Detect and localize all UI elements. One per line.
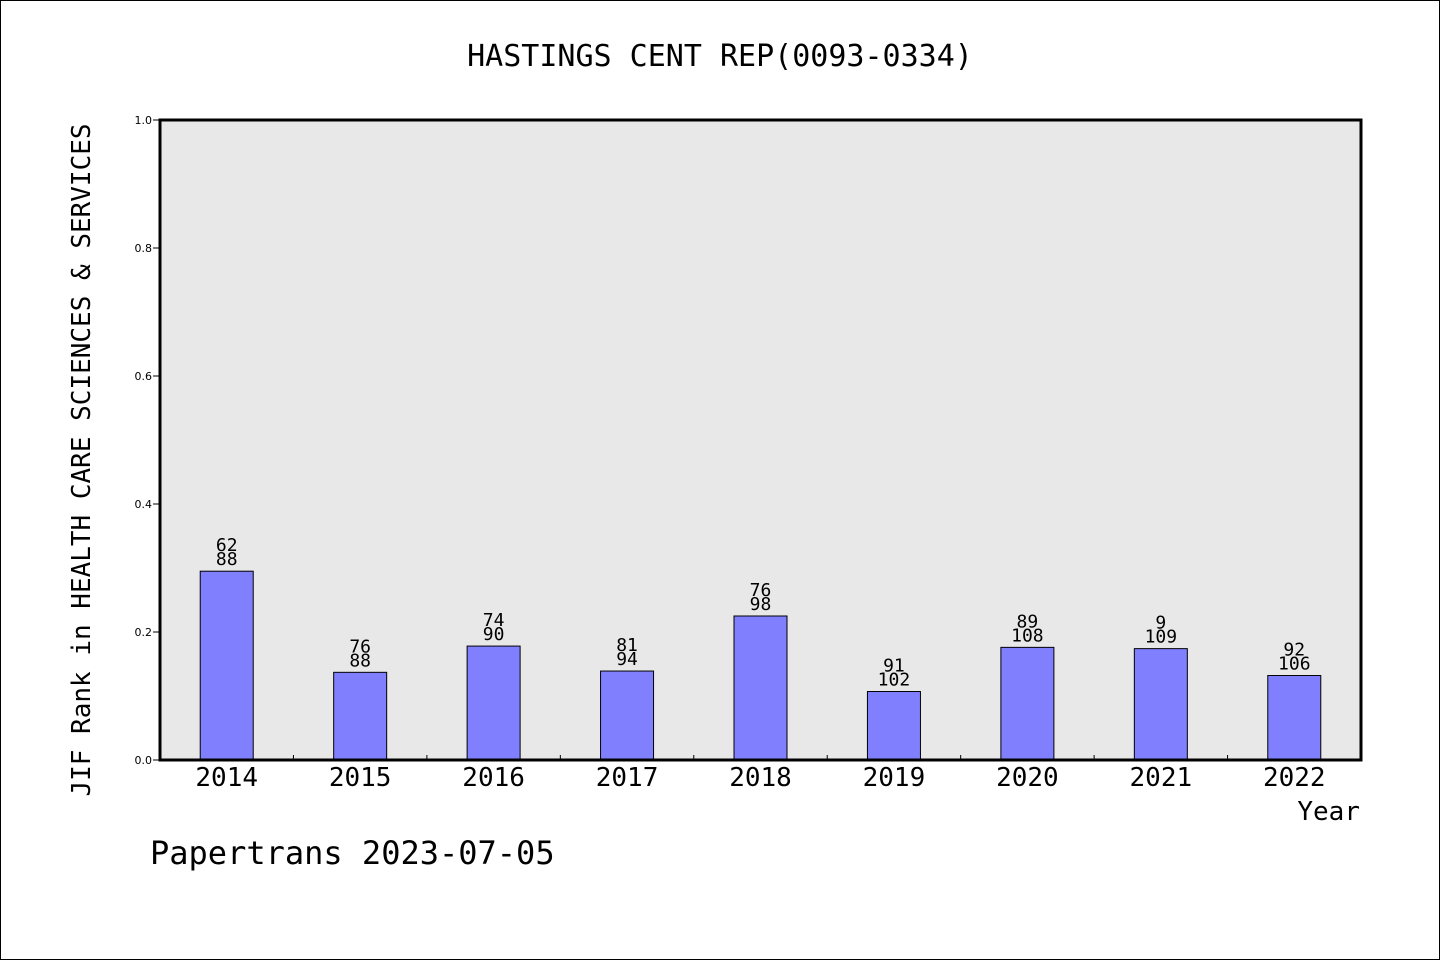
bar-rank-label: 92 bbox=[1283, 640, 1305, 661]
bar-rank-label: 76 bbox=[349, 636, 371, 657]
bar-rank-label: 9 bbox=[1155, 613, 1166, 634]
x-tick-label: 2019 bbox=[863, 763, 926, 793]
bar-total-label: 106 bbox=[1278, 654, 1311, 675]
bar-2018 bbox=[733, 615, 788, 761]
bar-total-label: 94 bbox=[616, 649, 638, 670]
bar-total-label: 98 bbox=[750, 594, 772, 615]
bar-2014 bbox=[199, 570, 254, 761]
bar-total-label: 88 bbox=[349, 650, 371, 671]
bar-rank-label: 74 bbox=[483, 610, 505, 631]
bar-rank-label: 89 bbox=[1017, 611, 1039, 632]
y-axis-ticks: 0.0 0.2 0.4 0.6 0.8 1.0 bbox=[135, 114, 160, 767]
bar-2016 bbox=[466, 645, 521, 761]
bar-total-label: 90 bbox=[483, 624, 505, 645]
bar-rank-label: 76 bbox=[750, 580, 772, 601]
bar-rank-label: 81 bbox=[616, 635, 638, 656]
bar-total-label: 88 bbox=[216, 549, 238, 570]
y-tick-label: 0.0 bbox=[135, 754, 153, 767]
y-tick-label: 1.0 bbox=[135, 114, 153, 127]
y-axis-label: JIF Rank in HEALTH CARE SCIENCES & SERVI… bbox=[67, 123, 97, 796]
y-tick-label: 0.4 bbox=[135, 498, 153, 511]
x-axis-ticks: 2014 2015 2016 2017 2018 2019 2020 2021 2022 bbox=[195, 755, 1326, 793]
bar-2020 bbox=[1000, 646, 1055, 761]
bar-rank-label: 62 bbox=[216, 535, 238, 556]
bar-total-label: 102 bbox=[878, 670, 911, 691]
x-tick-label: 2018 bbox=[729, 763, 792, 793]
x-tick-label: 2016 bbox=[462, 763, 525, 793]
bar-2022 bbox=[1267, 675, 1322, 761]
bars bbox=[199, 570, 1322, 761]
bar-2017 bbox=[600, 670, 655, 761]
bar-total-label: 108 bbox=[1011, 625, 1044, 646]
x-tick-label: 2021 bbox=[1130, 763, 1193, 793]
bar-total-label: 109 bbox=[1145, 627, 1178, 648]
x-axis-label: Year bbox=[1297, 797, 1360, 827]
chart-title: HASTINGS CENT REP(0093-0334) bbox=[467, 39, 973, 74]
x-tick-label: 2015 bbox=[329, 763, 392, 793]
x-tick-label: 2014 bbox=[195, 763, 258, 793]
y-tick-label: 0.2 bbox=[135, 626, 153, 639]
x-tick-label: 2022 bbox=[1263, 763, 1326, 793]
bar-2015 bbox=[333, 671, 388, 761]
bar-2019 bbox=[866, 691, 921, 761]
bar-2021 bbox=[1133, 648, 1188, 761]
bar-rank-label: 91 bbox=[883, 656, 905, 677]
x-tick-label: 2017 bbox=[596, 763, 659, 793]
x-tick-label: 2020 bbox=[996, 763, 1059, 793]
plot-border bbox=[158, 118, 1363, 762]
footer-text: Papertrans 2023-07-05 bbox=[150, 834, 555, 872]
y-tick-label: 0.6 bbox=[135, 370, 153, 383]
y-tick-label: 0.8 bbox=[135, 242, 153, 255]
